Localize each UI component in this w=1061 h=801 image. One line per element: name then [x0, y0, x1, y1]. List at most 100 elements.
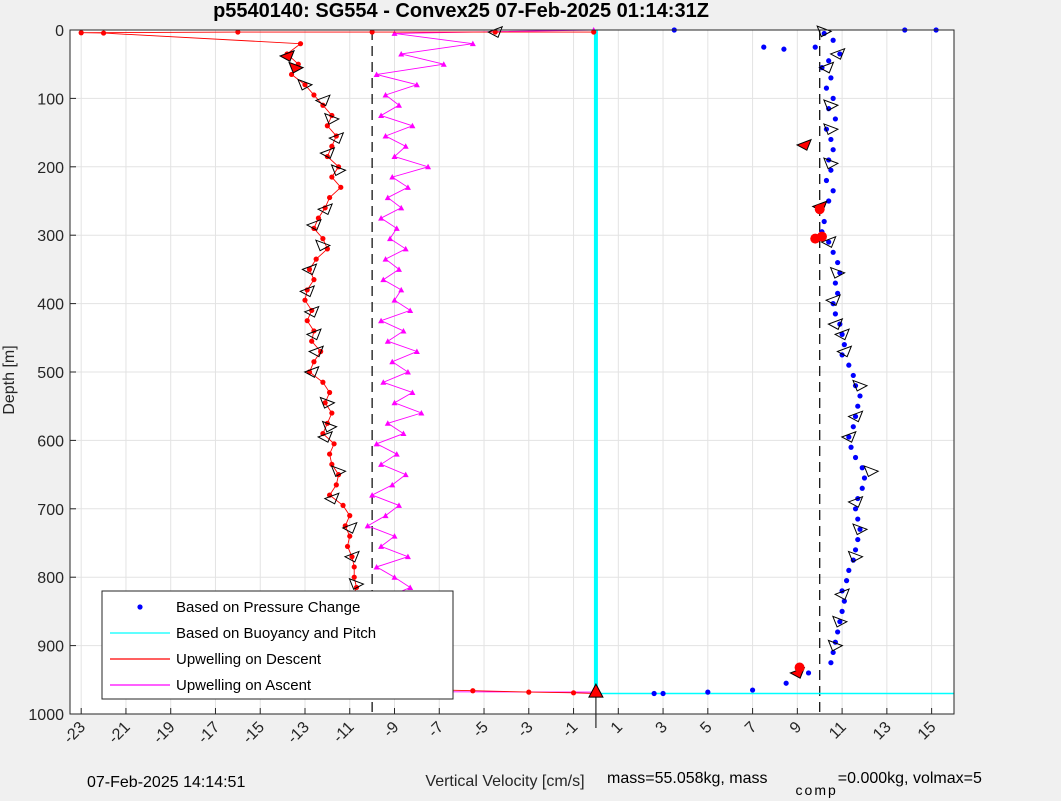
pressure-point	[855, 516, 861, 522]
turn-marker	[823, 123, 840, 136]
turn-marker	[321, 420, 338, 433]
ascent-point	[402, 471, 409, 478]
red-dot-marker	[794, 662, 805, 673]
turn-marker	[827, 318, 844, 331]
ascent-point	[404, 553, 411, 560]
pressure-point	[850, 372, 856, 379]
turn-marker	[288, 61, 305, 74]
y-tick-label: 100	[37, 91, 64, 108]
apogee-marker	[588, 683, 604, 698]
pressure-point	[660, 690, 666, 697]
ascent-point	[380, 276, 387, 283]
pressure-point	[848, 444, 854, 450]
descent-point	[369, 29, 375, 35]
ascent-point	[373, 71, 380, 77]
footer-info-subscript: comp	[795, 782, 838, 799]
ascent-point	[400, 327, 407, 334]
ascent-point	[440, 61, 447, 67]
turn-marker	[829, 47, 846, 60]
ascent-point	[393, 451, 400, 457]
turn-marker	[487, 25, 504, 39]
ascent-point	[384, 420, 391, 426]
pressure-point	[832, 280, 838, 286]
ascent-point	[391, 297, 398, 303]
pressure-point	[821, 218, 827, 225]
ascent-point	[378, 215, 385, 221]
pressure-point	[850, 424, 856, 430]
turn-marker	[816, 25, 833, 38]
y-tick-label: 400	[37, 297, 64, 314]
x-axis-label: Vertical Velocity [cm/s]	[425, 773, 584, 790]
pressure-point	[835, 629, 841, 635]
y-tick-label: 600	[37, 433, 64, 450]
ascent-point	[402, 245, 409, 252]
legend-label: Upwelling on Descent	[176, 651, 322, 668]
pressure-point	[832, 116, 838, 122]
turn-marker	[314, 94, 331, 107]
ascent-point	[409, 122, 416, 129]
descent-point	[347, 513, 353, 519]
descent-point	[351, 564, 357, 570]
pressure-point	[783, 680, 789, 686]
pressure-point	[828, 167, 834, 173]
turn-marker	[831, 615, 849, 628]
turn-marker	[820, 235, 837, 248]
descent-point	[570, 690, 577, 696]
pressure-point	[846, 567, 852, 573]
pressure-point	[859, 465, 865, 471]
descent-point	[470, 688, 476, 694]
pressure-point	[839, 331, 845, 337]
turn-marker	[840, 430, 857, 443]
turn-marker	[823, 99, 840, 112]
pressure-point	[830, 147, 836, 153]
pressure-point	[857, 393, 863, 399]
pressure-point	[843, 578, 850, 584]
ascent-point	[398, 286, 405, 293]
descent-point	[340, 502, 346, 508]
ascent-point	[398, 50, 405, 57]
descent-point	[302, 297, 308, 303]
descent-point	[329, 461, 335, 467]
turn-marker	[833, 328, 850, 341]
turn-marker	[852, 379, 869, 392]
turn-marker	[297, 78, 314, 91]
pressure-point	[839, 608, 845, 615]
ascent-point	[400, 430, 407, 437]
pressure-point	[846, 434, 852, 440]
ascent-point	[389, 358, 396, 365]
turn-marker	[307, 345, 325, 358]
ascent-point	[384, 194, 391, 201]
pressure-point	[830, 37, 836, 43]
ascent-point	[364, 522, 371, 529]
pressure-point	[846, 362, 852, 368]
descent-point	[526, 689, 532, 695]
ascent-point	[373, 440, 380, 447]
legend-label: Based on Pressure Change	[176, 599, 360, 616]
turn-marker	[278, 49, 295, 62]
turn-marker	[316, 203, 334, 216]
ascent-point	[391, 30, 398, 36]
turn-marker	[829, 266, 846, 279]
y-tick-label: 500	[37, 365, 64, 382]
pressure-point	[837, 51, 843, 57]
turn-marker	[323, 492, 340, 505]
ascent-point	[389, 174, 396, 180]
ascent-point	[395, 266, 402, 272]
ascent-point	[418, 410, 425, 416]
turn-marker	[315, 239, 332, 252]
ascent-point	[404, 369, 411, 375]
pressure-point	[749, 687, 756, 693]
y-axis-label: Depth [m]	[1, 345, 18, 414]
pressure-point	[852, 454, 859, 461]
turn-marker	[305, 328, 322, 341]
turn-marker	[343, 550, 360, 563]
descent-point	[302, 82, 308, 88]
turn-marker	[330, 164, 347, 177]
descent-point	[329, 410, 335, 416]
ascent-point	[413, 348, 420, 354]
pressure-point	[830, 188, 836, 194]
pressure-point	[830, 649, 836, 656]
ascent-point	[409, 389, 416, 396]
y-tick-labels: 0 100 200 300 400 500 600 700 800 900 1000	[28, 23, 64, 724]
